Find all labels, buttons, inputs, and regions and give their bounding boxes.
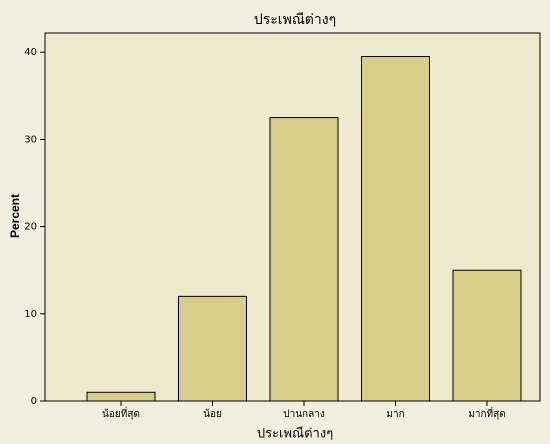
y-tick-label: 10 xyxy=(24,309,37,320)
bar xyxy=(86,391,156,402)
bar xyxy=(269,117,339,402)
x-axis-title: ประเพณีต่างๆ xyxy=(257,426,333,442)
bar xyxy=(361,56,430,402)
y-tick-label: 20 xyxy=(24,222,37,233)
y-tick-label: 30 xyxy=(24,134,37,145)
x-tick-label: มาก xyxy=(386,409,404,420)
y-tick-label: 0 xyxy=(31,396,37,407)
bar xyxy=(452,269,522,402)
x-tick-label: น้อย xyxy=(203,408,222,420)
bar xyxy=(178,295,247,402)
y-tick-label: 40 xyxy=(24,47,37,58)
x-tick-label: ปานกลาง xyxy=(283,409,325,420)
x-tick-label: น้อยที่สุด xyxy=(102,406,140,420)
chart-title: ประเพณีต่างๆ xyxy=(254,12,336,28)
y-axis-title: Percent xyxy=(8,194,22,238)
x-tick-label: มากที่สุด xyxy=(468,406,505,420)
